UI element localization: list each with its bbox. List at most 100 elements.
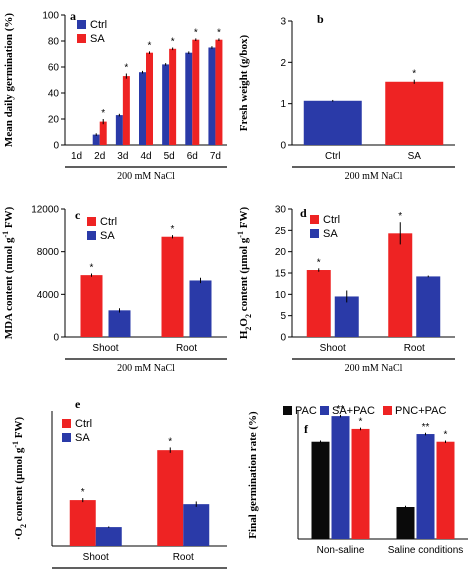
panel-e-y-axis-label-part-5: FW) [13, 416, 25, 440]
panel-d-x-tick-label: Root [404, 343, 425, 354]
panel-b-y-tick-label: 1 [280, 99, 286, 110]
panel-b-x-tick-label: Ctrl [325, 151, 341, 162]
panel-d-y-tick-label: 30 [275, 205, 287, 216]
panel-d-bar-Ctrl [388, 233, 413, 337]
panel-a-bar-SA-significance-mark: * [217, 27, 221, 38]
panel-c-x-tick-label: Shoot [92, 343, 118, 354]
panel-e-legend-swatch [62, 419, 71, 428]
panel-f-letter: f [304, 422, 309, 436]
panel-c-bar-Ctrl-significance-mark: * [171, 224, 175, 235]
panel-a-y-tick-label: 0 [53, 141, 59, 152]
panel-e-bar-Ctrl [157, 450, 184, 546]
panel-d-x-tick-label: Shoot [320, 343, 346, 354]
panel-a-y-tick-label: 20 [48, 115, 60, 126]
panel-d-y-tick-label: 15 [275, 269, 287, 280]
panel-e-bar-Ctrl [69, 500, 96, 546]
panel-e-bar-Ctrl-significance-mark: * [168, 436, 172, 447]
panel-e-y-axis-label: ·O2 content (µmol g-1 FW) [11, 416, 28, 540]
panel-e-letter: e [75, 397, 81, 411]
panel-b-bar-Ctrl [303, 100, 362, 145]
panel-e-y-axis-label-part-2: 2 [19, 524, 28, 528]
panel-e-bar-SA [183, 504, 210, 546]
panel-c-bar-Ctrl-significance-mark: * [90, 263, 94, 274]
panel-e-legend-label: SA [75, 432, 90, 444]
panel-f-legend-label: PAC [295, 405, 317, 417]
panel-f-bar-PNC+PAC-significance-mark: * [444, 429, 448, 440]
panel-a-x-tick-label: 5d [164, 151, 175, 162]
panel-a-legend-swatch [77, 34, 86, 43]
panel-f-y-axis-label: Final germination rate (%) [247, 411, 259, 539]
panel-b-group-label: 200 mM NaCl [345, 171, 403, 182]
panel-d-y-tick-label: 25 [275, 226, 287, 237]
panel-a-bar-SA-significance-mark: * [148, 40, 152, 51]
panel-c-group-label: 200 mM NaCl [117, 363, 175, 374]
panel-f-bar-SA+PAC-significance-mark: ** [422, 422, 430, 433]
panel-c-y-tick-label: 0 [53, 333, 59, 344]
panel-e-y-axis-label-part-3: content (µmol g [13, 447, 25, 524]
panel-a-x-tick-label: 3d [117, 151, 128, 162]
panel-a-bar-SA [99, 121, 107, 145]
panel-a-legend-swatch [77, 20, 86, 29]
panel-a-bar-SA-significance-mark: * [194, 27, 198, 38]
panel-a-bar-SA [146, 52, 153, 146]
panel-b-y-tick-label: 3 [280, 17, 286, 28]
panel-a-y-tick-label: 40 [48, 89, 60, 100]
panel-f-bar-PNC+PAC-significance-mark: * [359, 417, 363, 428]
panel-d-letter: d [300, 206, 307, 220]
panel-c-y-axis-label-part-2: FW) [3, 206, 15, 230]
panel-e-x-tick-label: Root [173, 552, 194, 563]
panel-f-bar-PAC [311, 441, 330, 539]
panel-b-y-axis-label-part-0: Fresh weight (g/box) [238, 34, 250, 131]
panel-c-y-tick-label: 12000 [31, 205, 59, 216]
panel-f-legend-label: PNC+PAC [395, 405, 447, 417]
panel-d-bar-SA [416, 276, 441, 337]
panel-a-group-label: 200 mM NaCl [117, 171, 175, 182]
panel-b-y-tick-label: 0 [280, 141, 286, 152]
panel-a-x-tick-label: 7d [210, 151, 221, 162]
panel-b-bar-SA-significance-mark: * [412, 69, 416, 80]
panel-c-bar-SA [189, 280, 212, 337]
panel-f-bar-PNC+PAC [351, 428, 370, 539]
panel-a-bar-SA [122, 76, 130, 145]
panel-d-y-axis-label-part-4: content (µmol g [238, 237, 250, 314]
panel-e-legend-swatch [62, 433, 71, 442]
panel-f-bar-PNC+PAC [436, 441, 455, 539]
panel-a-bar-SA [192, 39, 200, 146]
panel-d-y-axis-label-part-6: FW) [238, 207, 250, 231]
panel-f-y-axis-label-part-0: Final germination rate (%) [247, 411, 259, 539]
panel-c-bar-Ctrl [80, 275, 103, 337]
panel-a-legend-label: SA [90, 33, 105, 45]
panel-b-x-tick-label: SA [408, 151, 422, 162]
panel-a-bar-Ctrl [115, 115, 123, 145]
panel-a-x-tick-label: 6d [187, 151, 198, 162]
panel-f-legend-label: SA+PAC [332, 405, 375, 417]
panel-c-y-axis-label-part-1: -1 [1, 231, 10, 238]
panel-a-y-axis-label: Mean daily germination (%) [3, 13, 15, 147]
panel-d-y-axis-label-part-1: 2 [244, 327, 253, 331]
panel-e-y-axis-label-part-0: · [13, 537, 25, 541]
panel-a-bar-SA-significance-mark: * [101, 108, 105, 119]
panel-c-y-tick-label: 4000 [37, 290, 60, 301]
panel-b-y-axis-label: Fresh weight (g/box) [238, 34, 250, 131]
panel-f-bar-SA+PAC-significance-mark: ** [337, 404, 345, 415]
panel-d-bar-Ctrl [306, 270, 331, 337]
panel-e-x-tick-label: Shoot [83, 552, 109, 563]
panel-e-bar-Ctrl-significance-mark: * [81, 487, 85, 498]
panel-a-bar-SA-significance-mark: * [171, 37, 175, 48]
panel-a-bar-Ctrl [92, 134, 100, 145]
panel-e-y-axis-label-part-1: O [13, 528, 25, 537]
panel-f-legend-swatch [383, 406, 392, 415]
panel-d-bar-SA [334, 296, 359, 337]
panel-a-bar-SA [215, 39, 223, 146]
panel-a-y-axis-label-part-0: Mean daily germination (%) [3, 13, 15, 147]
panel-c-y-axis-label-part-0: MDA content (nmol g [3, 237, 15, 339]
panel-a-x-tick-label: 4d [140, 151, 151, 162]
panel-b-bar-SA [385, 81, 444, 145]
panel-c-y-axis-label: MDA content (nmol g-1 FW) [1, 206, 15, 339]
panel-c-legend-label: Ctrl [100, 216, 117, 228]
panel-a-y-tick-label: 60 [48, 63, 60, 74]
panel-d-y-axis-label-part-5: -1 [236, 231, 245, 238]
panel-a-y-tick-label: 80 [48, 37, 60, 48]
panel-d-bar-Ctrl-significance-mark: * [398, 211, 402, 222]
panel-f-x-tick-label: Non-saline [317, 545, 365, 556]
